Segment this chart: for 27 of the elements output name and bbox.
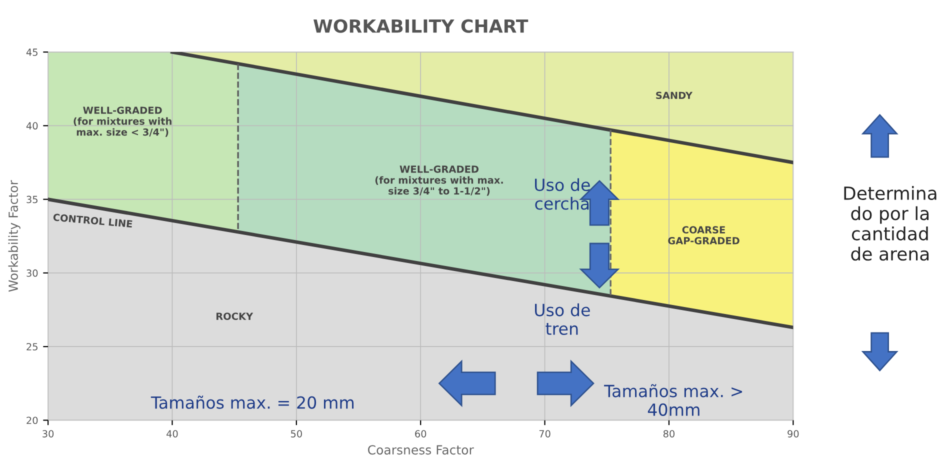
y-tick-label: 20 <box>26 416 38 424</box>
annotation: Uso de cercha <box>535 178 590 210</box>
annotation: Tamaños max. > 40mm <box>604 384 742 416</box>
y-tick-label: 35 <box>26 196 38 204</box>
annotation: CONTROL LINE <box>53 213 132 228</box>
annotation: SANDY <box>656 92 693 100</box>
y-tick-label: 40 <box>26 122 38 130</box>
annotation: WELL-GRADED (for mixtures with max. size < 3/4") <box>74 106 172 137</box>
x-tick-label: 50 <box>290 430 302 438</box>
annotation: COARSE GAP-GRADED <box>668 226 740 244</box>
x-tick-label: 80 <box>663 430 675 438</box>
annotation: ROCKY <box>216 312 254 320</box>
chart-title: WORKABILITY CHART <box>314 19 528 33</box>
annotation: Uso de tren <box>535 303 590 335</box>
x-tick-label: 70 <box>539 430 550 438</box>
y-tick-label: 45 <box>26 48 38 56</box>
x-tick-label: 90 <box>788 430 799 438</box>
x-axis-title: Coarsness Factor <box>368 445 474 455</box>
y-tick-label: 25 <box>26 343 38 350</box>
annotation: WELL-GRADED (for mixtures with max. size 3/4" to 1-1/2") <box>375 165 503 196</box>
y-axis-title: Workability Factor <box>8 180 20 292</box>
x-tick-label: 30 <box>42 430 54 438</box>
y-tick-label: 30 <box>26 269 38 277</box>
annotation: Tamaños max. = 20 mm <box>150 396 354 409</box>
x-tick-label: 40 <box>166 430 178 438</box>
x-tick-label: 60 <box>415 430 426 438</box>
text: Determina do por la cantidad de arena <box>844 186 936 261</box>
